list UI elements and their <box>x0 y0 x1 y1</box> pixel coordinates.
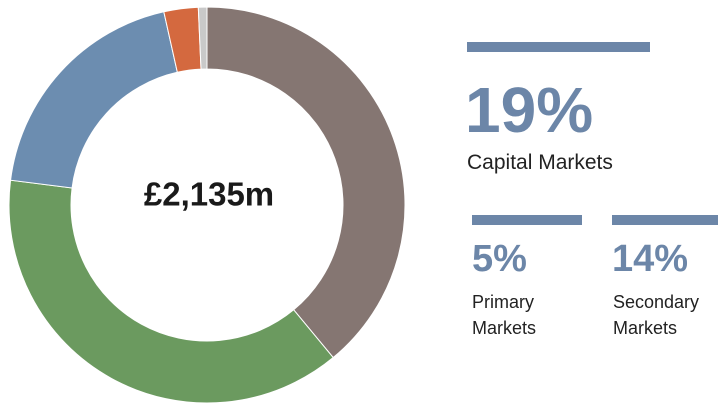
highlight-value: 19% <box>465 74 594 146</box>
donut-slice <box>197 6 208 70</box>
highlight-value: 5% <box>472 238 527 280</box>
highlight-value: 14% <box>612 238 689 280</box>
divider <box>612 215 718 225</box>
highlight-label: Capital Markets <box>467 151 613 174</box>
highlight-label: Secondary Markets <box>613 292 700 338</box>
donut-chart: £2,135m <box>8 6 406 404</box>
divider <box>472 215 582 225</box>
donut-slice <box>10 11 178 189</box>
center-label: £2,135m <box>144 176 274 213</box>
donut-slice <box>206 6 406 359</box>
highlight-label: Primary Markets <box>472 292 537 338</box>
divider <box>467 42 650 52</box>
donut-slice <box>8 179 334 404</box>
